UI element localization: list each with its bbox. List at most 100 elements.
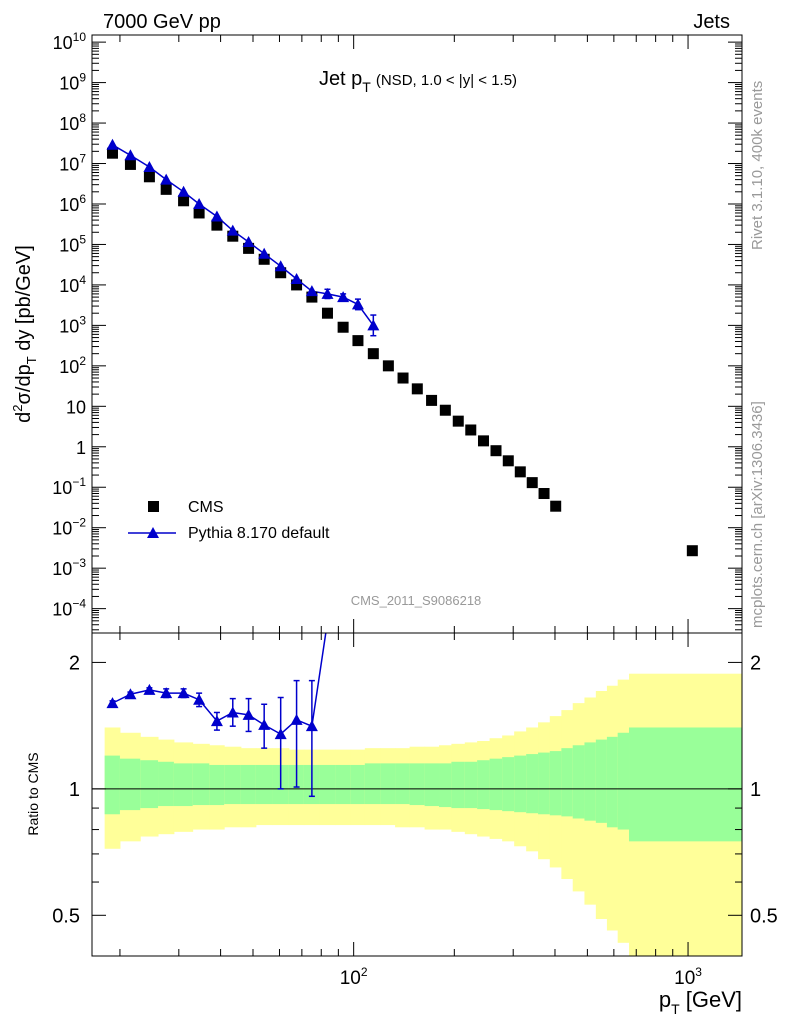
cms-data-point [291, 279, 303, 291]
pythia-point [160, 173, 173, 185]
main-title-sub: T [362, 79, 371, 95]
ratio-inner-band [584, 742, 597, 821]
ratio-y-tick-label-left: 1 [69, 779, 80, 801]
rivet-label: Rivet 3.1.10, 400k events [749, 81, 766, 250]
header-right: Jets [693, 11, 730, 33]
main-y-tick-label: 10−2 [52, 516, 86, 539]
ratio-inner-band [224, 764, 242, 805]
x-axis-label: pT [GeV] [659, 987, 742, 1017]
main-y-tick-label: 10−1 [52, 475, 86, 498]
cms-data-point [550, 500, 562, 512]
ratio-inner-band [255, 764, 273, 805]
cms-data-point [397, 372, 409, 384]
main-y-tick-label: 108 [59, 111, 86, 134]
ratio-inner-band [192, 763, 210, 806]
pythia-point [242, 235, 255, 247]
header-left: 7000 GeV pp [103, 11, 221, 33]
legend-data-marker [148, 501, 159, 512]
main-y-tick-label: 106 [59, 192, 86, 215]
ratio-y-tick-label-left: 2 [69, 652, 80, 674]
main-plot-frame [91, 34, 743, 634]
main-y-tick-label: 105 [59, 232, 86, 255]
main-y-tick-label: 102 [59, 354, 86, 377]
ratio-pythia-point [242, 708, 255, 720]
ratio-inner-band [538, 752, 551, 815]
cms-data-point [106, 147, 118, 159]
mcplots-label: mcplots.cern.ch [arXiv:1306.3436] [749, 401, 766, 628]
pythia-point [177, 185, 190, 197]
cms-data-point [193, 207, 205, 219]
cms-data-point [465, 424, 477, 436]
ratio-inner-band [606, 736, 619, 828]
ratio-pythia-point [210, 715, 223, 727]
pythia-point [143, 161, 156, 173]
ratio-inner-band [335, 764, 352, 805]
ratio-inner-band [173, 763, 194, 807]
main-y-tick-label: 10−4 [52, 597, 86, 620]
main-y-tick-label: 109 [59, 71, 86, 94]
x-tick-label: 102 [340, 965, 368, 989]
ratio-inner-band [629, 727, 742, 842]
ratio-inner-band [424, 763, 440, 807]
ratio-pythia-point [258, 718, 271, 730]
cms-data-point [243, 242, 255, 254]
cms-data-point [160, 183, 172, 195]
pythia-point [351, 298, 364, 310]
ratio-y-tick-label-right: 0.5 [750, 905, 778, 927]
cms-data-point [275, 267, 287, 279]
cms-data-point [178, 195, 190, 207]
pythia-point [210, 210, 223, 222]
cms-data-point [490, 445, 502, 457]
cms-data-point [686, 545, 698, 557]
main-title-detail: (NSD, 1.0 < |y| < 1.5) [376, 72, 517, 89]
ratio-plot-frame [91, 632, 743, 957]
ratio-inner-band [617, 732, 630, 830]
ratio-inner-band [439, 763, 452, 808]
main-y-tick-label: 104 [59, 273, 86, 296]
legend-data-label: CMS [188, 499, 224, 516]
ratio-plot: 2 2 1 1 0.5 0.5 102 103 Ratio to CMS pT [GeV] [25, 632, 778, 1017]
cms-data-point [352, 335, 364, 347]
main-plot: 101010910810710610510410310210110−110−21… [10, 30, 743, 634]
ratio-inner-band [502, 757, 515, 812]
ratio-inner-band [489, 758, 503, 811]
ratio-pythia-line [112, 633, 327, 736]
x-axis-label-unit: [GeV] [680, 987, 742, 1012]
main-y-tick-label: 107 [59, 152, 86, 175]
cms-data-point [514, 466, 526, 478]
ratio-pythia-point [226, 706, 239, 718]
pythia-point [193, 197, 206, 209]
main-title-text: Jet p [319, 68, 362, 90]
pythia-point [321, 287, 334, 299]
cms-data-point [227, 230, 239, 242]
cms-data-point [452, 415, 464, 427]
ratio-inner-band [526, 754, 539, 814]
ratio-pythia-point [143, 683, 156, 695]
pythia-point [337, 291, 350, 303]
ratio-inner-band [409, 763, 426, 806]
ratio-pythia-point [274, 728, 287, 740]
cms-data-point [526, 477, 538, 489]
main-y-tick-label: 1010 [53, 30, 87, 53]
cms-data-point [382, 360, 394, 372]
legend-mc-marker [147, 527, 159, 538]
x-axis-label-sub: T [671, 1001, 680, 1017]
ratio-inner-band [572, 745, 585, 819]
legend-mc-label: Pythia 8.170 default [188, 525, 330, 542]
ratio-inner-band [209, 764, 225, 806]
ratio-inner-band [561, 748, 574, 817]
ratio-inner-band [240, 764, 257, 805]
ratio-inner-band [140, 760, 159, 809]
ratio-y-tick-label-left: 0.5 [52, 905, 80, 927]
ratio-inner-band [119, 758, 141, 811]
cms-data-point [411, 383, 423, 395]
pythia-point [274, 260, 287, 272]
pythia-point [226, 224, 239, 236]
main-title: Jet pT (NSD, 1.0 < |y| < 1.5) [319, 68, 517, 95]
x-tick-label: 103 [674, 965, 702, 989]
ratio-pythia-point [106, 697, 119, 709]
ratio-inner-band [464, 761, 478, 809]
ratio-pythia-point [305, 720, 318, 732]
legend: CMS Pythia 8.170 default [128, 499, 330, 542]
